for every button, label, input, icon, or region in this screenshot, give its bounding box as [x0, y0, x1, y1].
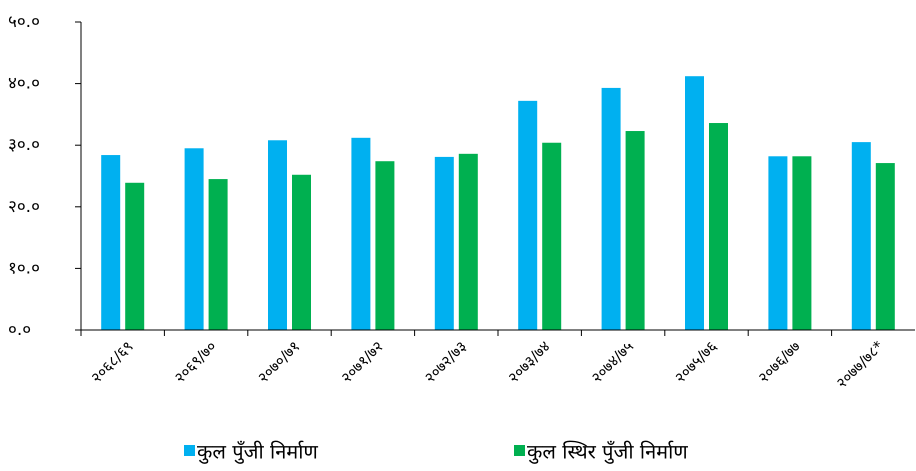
legend-swatch	[184, 445, 195, 456]
bar	[101, 155, 121, 330]
bar	[768, 156, 788, 330]
y-tick-label: ४०.०	[8, 74, 40, 94]
y-tick-label: २०.०	[8, 197, 40, 217]
bar	[851, 142, 871, 330]
y-tick-label: ०.०	[8, 320, 31, 340]
bar	[685, 76, 704, 330]
y-tick-label: ५०.०	[8, 12, 40, 32]
bar	[709, 123, 728, 330]
bar	[268, 140, 287, 330]
x-tick-label: २०७३/७४	[504, 337, 554, 387]
legend-label: कुल स्थिर पुँजी निर्माण	[527, 440, 688, 465]
bar	[434, 156, 454, 330]
x-tick-label: २०७१/७२	[338, 337, 387, 386]
x-tick-label: २०७४/७५	[588, 337, 638, 387]
x-tick-label: २०७६/७७	[755, 337, 805, 387]
bar	[184, 148, 204, 330]
x-tick-label: २०७०/७१	[254, 337, 303, 386]
bar	[518, 100, 538, 331]
y-tick-label: १०.०	[8, 258, 40, 278]
bar	[601, 87, 621, 330]
bar	[125, 182, 145, 330]
bar	[375, 161, 395, 330]
legend-swatch	[514, 445, 525, 456]
bar	[292, 174, 311, 330]
legend-label: कुल पुँजी निर्माण	[197, 440, 318, 465]
bar	[875, 163, 895, 330]
bar	[792, 156, 812, 330]
bar	[542, 142, 562, 330]
x-tick-label: २०६९/७०	[171, 337, 220, 386]
bar	[351, 137, 371, 330]
x-tick-label: २०७२/७३	[421, 337, 470, 386]
x-tick-label: २०७७/७८*	[833, 337, 888, 392]
x-tick-label: २०६८/६९	[87, 337, 136, 386]
x-tick-label: २०७५/७६	[671, 337, 721, 387]
bar	[625, 131, 645, 330]
bar	[208, 179, 228, 330]
y-tick-label: ३०.०	[8, 135, 40, 155]
bar	[458, 153, 478, 330]
